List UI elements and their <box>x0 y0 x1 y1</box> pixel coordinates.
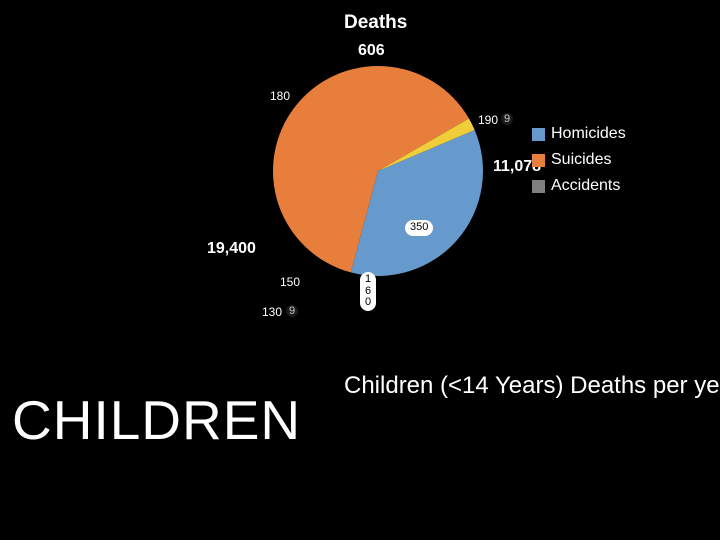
minor-label: 190 <box>478 113 498 127</box>
legend-swatch <box>532 128 545 141</box>
badge: 9 <box>286 305 298 317</box>
page-subheading: Children (<14 Years) Deaths per yea <box>344 372 720 400</box>
legend-item-homicides: Homicides <box>532 125 626 143</box>
pie-chart <box>273 66 483 276</box>
callout: 350 <box>405 220 433 236</box>
callout: 160 <box>360 272 376 311</box>
legend-swatch <box>532 154 545 167</box>
legend-item-suicides: Suicides <box>532 151 626 169</box>
legend-label: Suicides <box>551 151 611 169</box>
chart-title: Deaths <box>344 12 407 34</box>
pie-svg <box>273 66 483 276</box>
legend-swatch <box>532 180 545 193</box>
page-heading: CHILDREN <box>12 388 301 452</box>
minor-label: 130 <box>262 305 282 319</box>
legend-item-accidents: Accidents <box>532 177 626 195</box>
legend-label: Accidents <box>551 177 620 195</box>
data-label: 606 <box>358 42 385 60</box>
badge: 9 <box>501 113 513 125</box>
legend-label: Homicides <box>551 125 626 143</box>
minor-label: 150 <box>280 275 300 289</box>
minor-label: 180 <box>270 89 290 103</box>
data-label: 19,400 <box>207 240 256 258</box>
legend: Homicides Suicides Accidents <box>532 125 626 203</box>
